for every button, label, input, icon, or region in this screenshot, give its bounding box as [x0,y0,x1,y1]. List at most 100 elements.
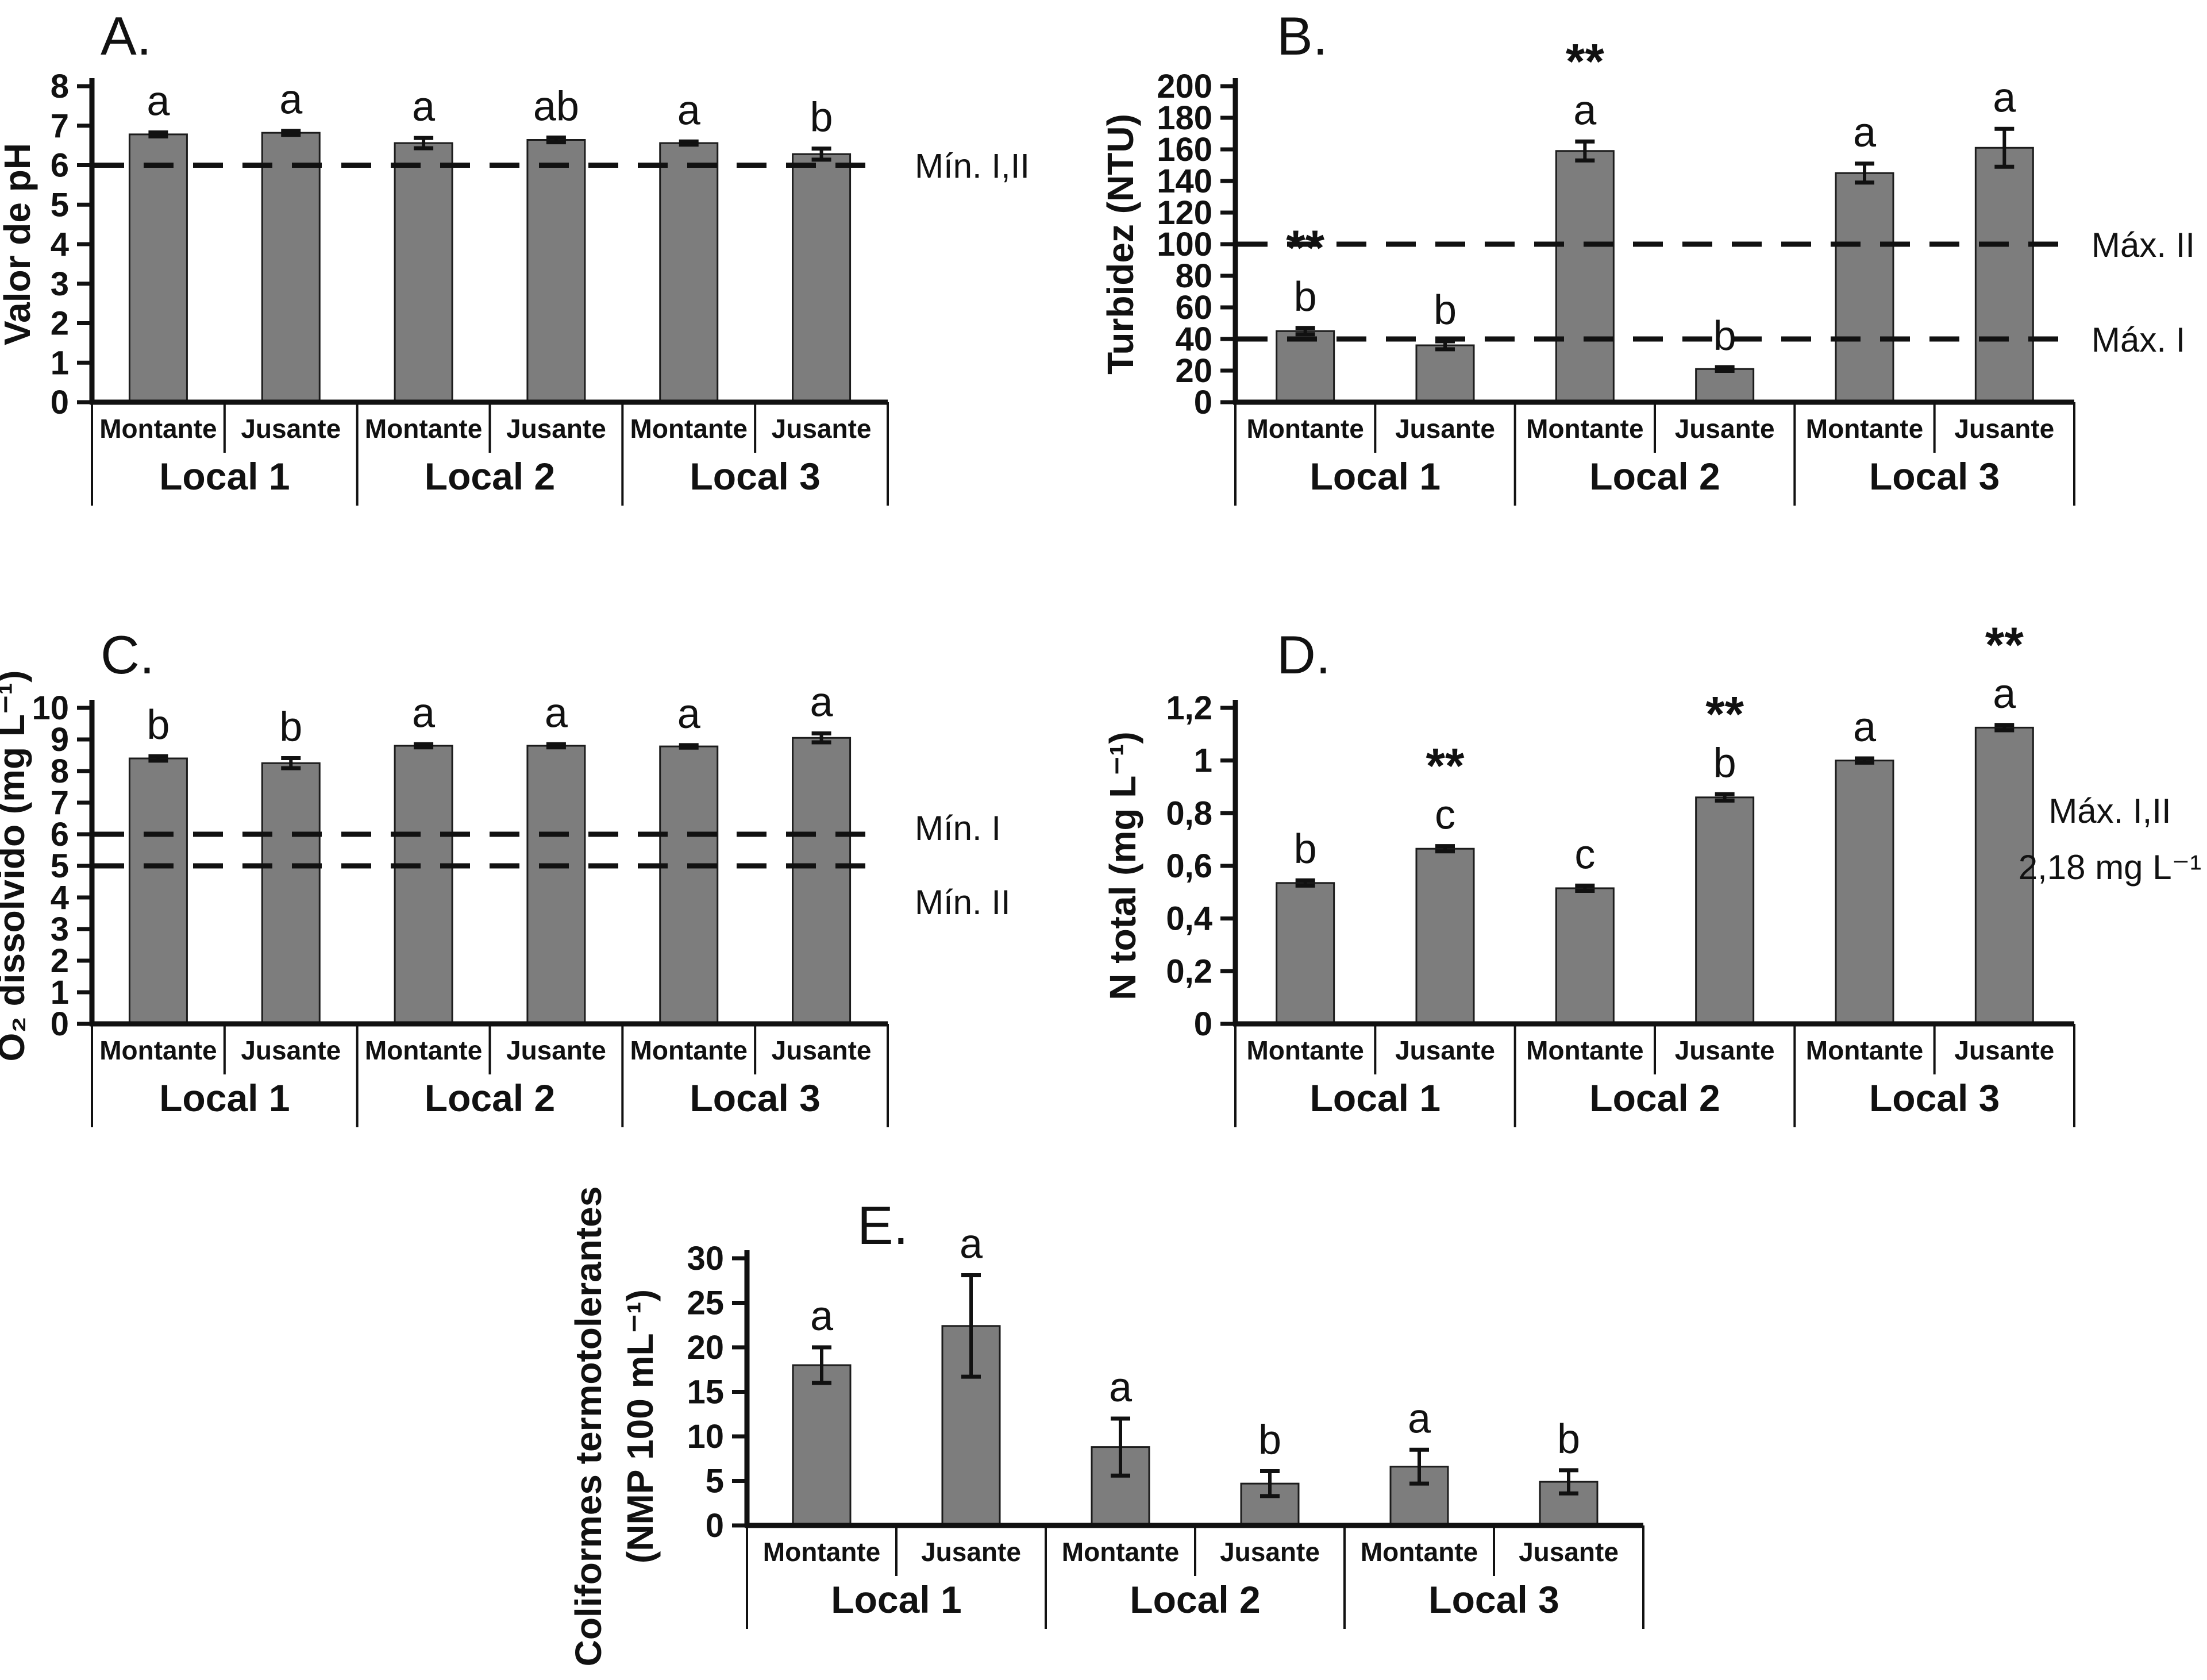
panel-B-group-label-2: Local 3 [1869,455,2000,498]
panel-A-error-bar-3 [546,135,566,145]
panel-D-error-bar-4 [1855,756,1874,765]
panel-C-y-tick-label-3: 3 [51,911,69,948]
panel-B-bar-2 [1555,150,1615,403]
panel-D-bar-3 [1695,796,1755,1025]
panel-E-y-axis-title-1: (NMP 100 mL⁻¹) [619,1289,661,1563]
panel-C-group-label-0: Local 1 [159,1077,290,1119]
panel-A-y-tick-label-1: 1 [51,344,69,382]
panel-C-bar-5 [792,737,852,1025]
panel-B-bar-3 [1695,368,1755,403]
panel-C-ref-line-label-0: Mín. I [915,809,1001,847]
panel-B-y-tick-label-1: 20 [1175,352,1212,390]
panel-B-y-axis-title-0: Turbidez (NTU) [1100,114,1141,375]
panel-B-ref-line-label-0: Máx. II [2092,226,2195,264]
panel-C-category-label-3: Jusante [506,1035,606,1065]
panel-E-bar-0 [792,1364,852,1527]
panel-D-bar-4 [1835,760,1894,1025]
panel-B-y-tick-label-5: 100 [1157,226,1212,263]
panel-D-error-bar-1 [1435,844,1455,854]
panel-B-ref-line-label-1: Máx. I [2092,321,2185,359]
panel-C-panel-label: C. [101,625,155,685]
panel-C-category-label-5: Jusante [772,1035,872,1065]
panel-C-sig-letter-5: a [810,680,834,726]
panel-B-sig-letter-4: a [1853,110,1877,156]
panel-A-y-tick-label-7: 7 [51,107,69,145]
panel-C-bar-4 [659,745,719,1025]
panel-E-y-tick-label-6: 30 [687,1240,724,1277]
panel-E-group-label-0: Local 1 [831,1578,961,1621]
panel-A-sig-letter-0: a [147,78,170,124]
panel-A-y-tick-label-8: 8 [51,68,69,105]
panel-C-y-tick-label-1: 1 [51,974,69,1011]
panel-D-category-label-0: Montante [1246,1035,1364,1065]
panel-E-sig-letter-5: b [1557,1416,1580,1462]
panel-B-error-bar-4 [1855,161,1874,185]
panel-D-bar-1 [1415,847,1475,1025]
panel-C-error-bar-0 [148,754,168,763]
panel-A-category-label-4: Montante [630,414,748,444]
panel-E: a a a b a b 0 5 10 15 20 25 30 Montante Jusante Montant… [568,1186,1644,1666]
panel-B-category-label-5: Jusante [1954,414,2054,444]
panel-C-y-axis-title-0: O₂ dissolvido (mg L⁻¹) [0,671,32,1062]
panel-E-error-bar-2 [1111,1416,1130,1478]
panel-C-ref-line-label-1: Mín. II [915,883,1011,922]
panel-C-bar-2 [394,745,453,1025]
panel-D-bar-2 [1555,887,1615,1025]
panel-D-y-tick-label-2: 0,4 [1166,900,1212,938]
panel-A-sig-letter-5: b [810,95,833,141]
panel-C-sig-letter-4: a [677,691,701,737]
panel-E-error-bar-0 [812,1345,831,1385]
panel-A-bar-2 [394,142,453,403]
panel-E-group-label-1: Local 2 [1130,1578,1260,1621]
panel-D-sig-stars-5: ** [1985,618,2024,673]
panel-B-sig-letter-3: b [1713,313,1736,359]
panel-B-category-label-4: Montante [1806,414,1923,444]
panel-B-bar-0 [1276,330,1335,403]
panel-A-ref-line-label-0: Mín. I,II [915,147,1030,186]
panel-D-category-label-4: Montante [1806,1035,1923,1065]
panel-A-bar-4 [659,142,719,403]
panel-C-sig-letter-1: b [279,704,302,750]
panel-B-error-bar-2 [1575,139,1595,163]
panel-A-y-tick-label-2: 2 [51,305,69,342]
panel-A-error-bar-0 [148,130,168,138]
panel-E-category-label-3: Jusante [1220,1537,1320,1567]
panel-E-sig-letter-4: a [1408,1396,1431,1442]
panel-C-bar-0 [128,757,188,1025]
panel-B-y-tick-label-0: 0 [1194,384,1212,421]
panel-A-bar-5 [792,153,852,403]
panel-A-y-tick-label-5: 5 [51,186,69,224]
panel-C-category-label-2: Montante [365,1035,482,1065]
panel-B-category-label-1: Jusante [1395,414,1495,444]
panel-D-y-tick-label-6: 1,2 [1166,689,1212,727]
panel-B-sig-stars-2: ** [1566,34,1604,89]
panel-D-y-tick-label-0: 0 [1194,1005,1212,1043]
panel-C-y-tick-label-7: 7 [51,784,69,822]
panel-D-category-label-5: Jusante [1954,1035,2054,1065]
panel-A-sig-letter-4: a [677,87,701,133]
panel-E-category-label-0: Montante [763,1537,880,1567]
panel-E-y-tick-label-0: 0 [706,1507,724,1544]
panel-C-category-label-1: Jusante [241,1035,341,1065]
panel-C-group-label-1: Local 2 [425,1077,555,1119]
panel-E-sig-letter-3: b [1258,1417,1281,1463]
panel-A-category-label-2: Montante [365,414,482,444]
panel-A-bar-0 [128,133,188,403]
panel-B-category-label-3: Jusante [1675,414,1775,444]
panel-A-sig-letter-2: a [412,84,436,130]
panel-A-bar-3 [526,139,586,403]
panel-A-error-bar-2 [414,136,434,151]
panel-D-y-axis-title-0: N total (mg L⁻¹) [1102,731,1143,1000]
panel-E-error-bar-3 [1260,1469,1280,1498]
panel-A-sig-letter-1: a [279,77,303,123]
panel-D-sig-stars-1: ** [1426,739,1465,794]
panel-B-y-tick-label-10: 200 [1157,68,1212,105]
panel-D-error-bar-0 [1295,878,1315,888]
panel-C-y-tick-label-5: 5 [51,847,69,885]
panel-B-y-tick-label-2: 40 [1175,321,1212,358]
panel-E-panel-label: E. [857,1195,908,1255]
panel-C-error-bar-5 [811,731,831,745]
panel-A-error-bar-5 [811,147,831,162]
